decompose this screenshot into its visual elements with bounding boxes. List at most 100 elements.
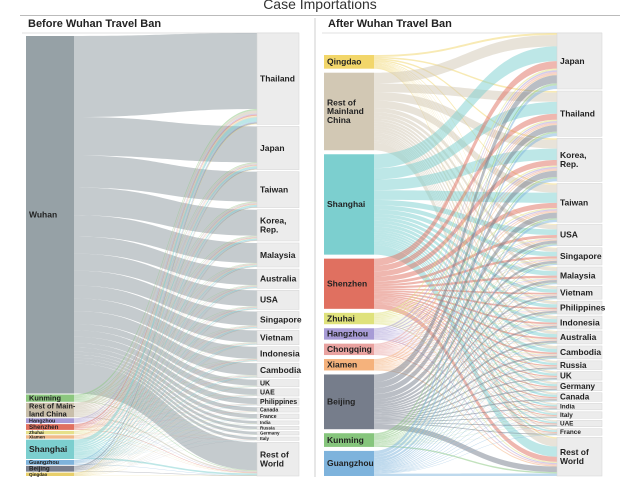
flow-beijing-to-thailand: [374, 125, 557, 389]
panel-title: After Wuhan Travel Ban: [328, 18, 452, 30]
flow-guangzhou-to-cambodia: [74, 377, 257, 464]
flow-qingdao-to-korea-rep: [374, 58, 557, 140]
flow-guangzhou-to-philippines: [374, 313, 557, 468]
flow-guangzhou-to-singapore: [374, 263, 557, 465]
destination-node-philippines: Philippines: [556, 300, 606, 315]
flow-kunming-to-australia: [74, 285, 257, 399]
flow-beijing-to-malaysia: [74, 266, 257, 470]
source-node-shenzhen: Shenzhen: [324, 258, 374, 309]
flow-kunming-to-indonesia: [374, 327, 557, 443]
source-node-xiamen: Xiamen: [26, 434, 74, 439]
flow-rest-of-main-land-china-to-rest-of-world: [74, 416, 257, 473]
flow-kunming-to-taiwan: [74, 201, 257, 398]
destination-label: Rest of World: [560, 447, 589, 466]
flow-shanghai-to-philippines: [374, 217, 557, 308]
flow-guangzhou-to-uk: [74, 386, 257, 464]
flow-beijing-to-korea-rep: [374, 170, 557, 395]
flow-zhuhai-to-indonesia: [74, 359, 257, 434]
panel-after: After Wuhan Travel Ban Qingdao Rest of Main…: [322, 18, 606, 477]
flow-shenzhen-to-thailand: [374, 113, 557, 272]
source-node-shanghai: Shanghai: [324, 154, 374, 255]
flow-shanghai-to-australia: [74, 286, 257, 452]
source-node-beijing: Beijing: [324, 374, 374, 430]
flow-xiamen-to-japan: [374, 73, 557, 361]
flow-kunming-to-vietnam: [74, 342, 257, 400]
destination-label: Korea, Rep.: [560, 150, 586, 169]
flow-xiamen-to-india: [74, 423, 257, 439]
destination-bar: [556, 183, 603, 223]
flow-rest-of-main-land-china-to-thailand: [74, 110, 257, 407]
flow-zhuhai-to-japan: [374, 68, 557, 315]
source-bar: [26, 394, 74, 402]
flow-zhuhai-to-uae: [74, 395, 257, 434]
flow-hangzhou-to-usa: [374, 238, 557, 335]
flow-kunming-to-malaysia: [374, 282, 557, 442]
source-label: Rest of Mainland China: [327, 97, 364, 125]
flow-guangzhou-to-malaysia: [74, 266, 257, 463]
source-bar: [26, 418, 74, 424]
flow-xiamen-to-usa: [374, 239, 557, 365]
source-node-qingdao: Qingdao: [324, 55, 374, 69]
flow-kunming-to-uae: [374, 426, 557, 446]
flow-guangzhou-to-canada: [74, 411, 257, 465]
flow-rest-of-main-land-china-to-philippines: [74, 404, 257, 416]
flow-wuhan-to-france: [74, 347, 257, 419]
source-bar: [26, 459, 74, 465]
flow-kunming-to-malaysia: [74, 262, 257, 399]
source-bar: [324, 72, 374, 151]
destination-label: Japan: [260, 143, 285, 153]
flow-qingdao-to-singapore: [374, 61, 557, 249]
flow-zhuhai-to-cambodia: [74, 376, 257, 434]
flow-beijing-to-russia: [374, 367, 557, 417]
flow-guangzhou-to-russia: [374, 368, 557, 471]
flow-kunming-to-canada: [374, 400, 557, 445]
panel-title: Before Wuhan Travel Ban: [28, 18, 161, 30]
destination-node-usa: USA: [256, 290, 300, 310]
flow-wuhan-to-australia: [74, 236, 257, 286]
flow-guangzhou-to-philippines: [74, 405, 257, 465]
source-node-beijing: Beijing: [26, 466, 74, 473]
destination-label: Cambodia: [260, 365, 301, 375]
flow-shanghai-to-uk: [74, 386, 257, 456]
flow-kunming-to-uae: [74, 394, 257, 401]
flow-beijing-to-rest-of-world: [74, 471, 257, 476]
flow-beijing-to-japan: [74, 168, 257, 468]
flow-qingdao-to-germany: [374, 65, 557, 383]
flow-zhuhai-to-australia: [374, 320, 557, 340]
flow-kunming-to-japan: [374, 83, 557, 436]
flow-qingdao-to-thailand: [74, 123, 257, 474]
flow-xiamen-to-singapore: [374, 260, 557, 366]
flow-xiamen-to-uae: [374, 368, 557, 426]
flow-guangzhou-to-vietnam: [374, 298, 557, 467]
source-label: Zhuhai: [327, 313, 355, 323]
flow-shenzhen-to-indonesia: [74, 359, 257, 429]
flow-guangzhou-to-uae: [74, 395, 257, 465]
flow-qingdao-to-malaysia: [74, 266, 257, 475]
flow-xiamen-to-uk: [374, 367, 557, 378]
flow-beijing-to-taiwan: [74, 206, 257, 469]
destination-node-italy: Italy: [256, 436, 300, 441]
flow-guangzhou-to-rest-of-world: [374, 473, 557, 476]
flow-kunming-to-rest-of-world: [374, 445, 557, 474]
flow-qingdao-to-france: [74, 418, 257, 476]
flow-rest-of-mainland-china-to-italy: [374, 139, 557, 414]
flow-chongqing-to-russia: [374, 352, 557, 368]
destination-label: Australia: [560, 332, 597, 342]
source-bar: [26, 439, 74, 459]
destination-node-france: France: [556, 428, 603, 436]
destination-node-germany: Germany: [256, 431, 300, 436]
destination-bar: [556, 300, 603, 315]
source-label: Guangzhou: [29, 460, 59, 466]
flow-wuhan-to-germany: [74, 357, 257, 435]
flow-guangzhou-to-india: [374, 409, 557, 473]
flow-shenzhen-to-india: [74, 423, 257, 430]
flow-shenzhen-to-singapore: [74, 326, 257, 429]
destination-bar: [556, 360, 603, 370]
flows: [374, 33, 557, 476]
flow-zhuhai-to-india: [74, 423, 257, 434]
source-label: Beijing: [327, 397, 355, 407]
flow-beijing-to-italy: [74, 440, 257, 472]
flow-chongqing-to-uk: [374, 352, 557, 378]
flow-shenzhen-to-rest-of-world: [74, 429, 257, 473]
flow-xiamen-to-taiwan: [374, 211, 557, 365]
